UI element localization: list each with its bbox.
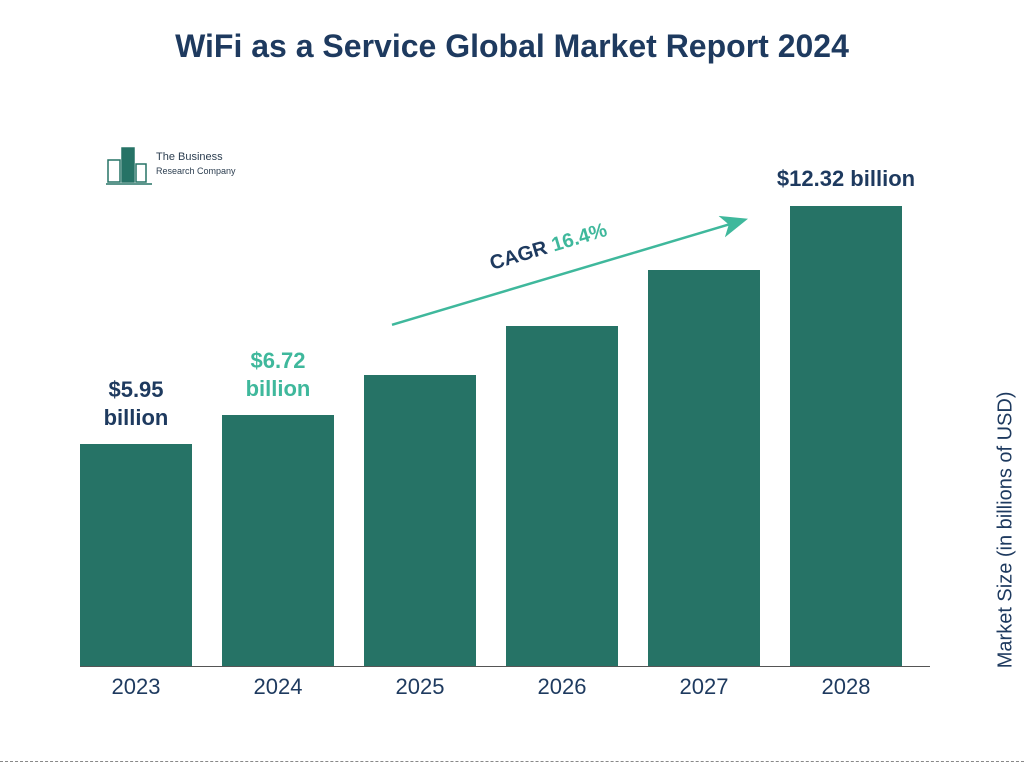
bar-2026 [506,326,618,666]
value-label-2023: $5.95billion [70,376,202,432]
y-axis-label: Market Size (in billions of USD) [995,392,1018,669]
cagr-label: CAGR 16.4% [487,220,610,277]
bar-2023 [80,444,192,666]
x-label-2023: 2023 [80,674,192,700]
top-value-label: $12.32 billion [755,166,937,192]
bar-2028 [790,206,902,666]
bar-2027 [648,270,760,666]
bar-2024 [222,415,334,666]
x-label-2024: 2024 [222,674,334,700]
x-label-2025: 2025 [364,674,476,700]
bar-chart: 202320242025202620272028$5.95billion$6.7… [80,140,930,700]
bar-2025 [364,375,476,666]
x-axis-line [80,666,930,667]
x-label-2026: 2026 [506,674,618,700]
value-label-2024: $6.72billion [212,347,344,403]
footer-divider [0,761,1024,762]
x-label-2027: 2027 [648,674,760,700]
page-title: WiFi as a Service Global Market Report 2… [0,28,1024,65]
x-label-2028: 2028 [790,674,902,700]
